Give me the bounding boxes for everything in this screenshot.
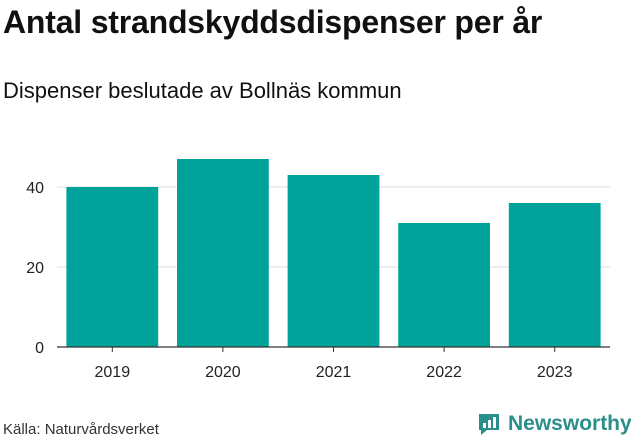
y-axis-ticks: 0 20 40 <box>26 180 44 357</box>
source-note: Källa: Naturvårdsverket <box>3 421 159 438</box>
y-tick-label: 20 <box>26 260 44 277</box>
chart-title: Antal strandskyddsdispenser per år <box>3 4 543 40</box>
y-tick-label: 40 <box>26 180 44 197</box>
y-tick-label: 0 <box>35 340 44 357</box>
chart-subtitle: Dispenser beslutade av Bollnäs kommun <box>3 78 402 103</box>
bar-2022 <box>398 223 490 347</box>
bars <box>66 159 601 347</box>
bar-2023 <box>508 203 601 347</box>
x-axis-ticks: 2019 2020 2021 2022 2023 <box>57 346 610 381</box>
newsworthy-logo-icon <box>479 414 499 435</box>
bar-2019 <box>66 187 159 347</box>
brand-name: Newsworthy <box>508 412 631 435</box>
x-tick-label: 2020 <box>205 364 241 381</box>
brand-logo: Newsworthy <box>476 409 631 439</box>
bar-2021 <box>287 175 380 347</box>
x-tick-label: 2019 <box>95 364 131 381</box>
x-tick-label: 2021 <box>316 364 352 381</box>
x-tick-label: 2022 <box>426 364 462 381</box>
x-tick-label: 2023 <box>537 364 573 381</box>
bar-2020 <box>177 159 269 347</box>
